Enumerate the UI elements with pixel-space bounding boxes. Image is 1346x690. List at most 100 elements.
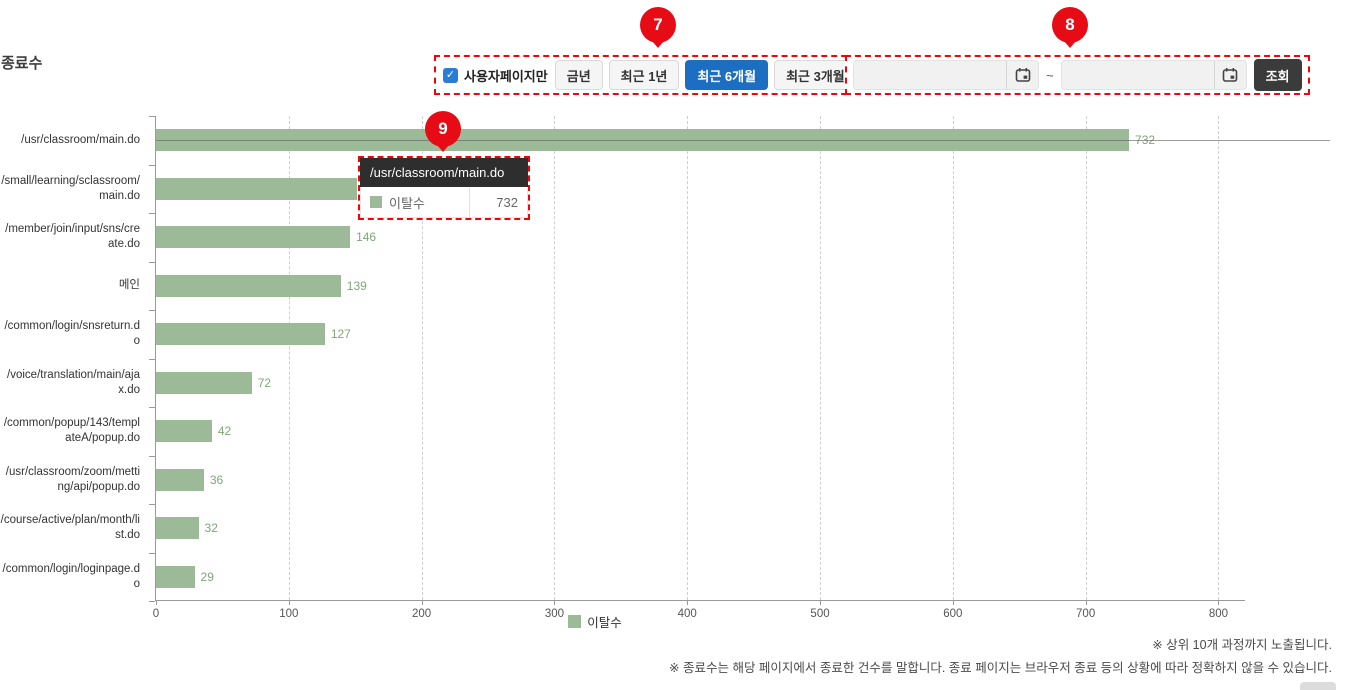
badge-number: 8 xyxy=(1065,15,1075,34)
bar-4[interactable] xyxy=(156,323,325,346)
x-axis-tick xyxy=(1218,600,1220,605)
bar-3[interactable] xyxy=(156,274,341,297)
x-axis-tick xyxy=(156,600,157,605)
x-axis-label: 700 xyxy=(1076,608,1096,620)
calendar-icon[interactable] xyxy=(1006,61,1038,89)
bar-1[interactable] xyxy=(156,177,357,200)
hover-crosshair-line xyxy=(156,140,1330,142)
bar-value-label: 29 xyxy=(200,569,214,584)
y-axis-tick xyxy=(149,164,155,166)
bar-9[interactable] xyxy=(156,565,195,588)
checkbox-checked-icon[interactable]: ✓ xyxy=(443,67,458,83)
gridline-100 xyxy=(288,116,290,600)
x-axis-tick xyxy=(554,600,556,605)
search-button[interactable]: 조회 xyxy=(1253,59,1302,91)
tooltip-title: /usr/classroom/main.do xyxy=(360,158,528,187)
bar-7[interactable] xyxy=(156,468,204,491)
period-button-row: 금년 최근 1년 최근 6개월 최근 3개월 xyxy=(554,60,857,90)
gridline-700 xyxy=(1085,116,1087,600)
bottom-right-partial-button[interactable] xyxy=(1300,682,1336,690)
category-label: /usr/classroom/zoom/metting/api/popup.do xyxy=(5,465,140,493)
y-axis-tick xyxy=(149,358,155,360)
category-label: /course/active/plan/month/list.do xyxy=(0,514,140,542)
user-pages-only-checkbox[interactable]: ✓ 사용자페이지만 xyxy=(443,66,548,85)
gridline-500 xyxy=(820,116,822,600)
bar-8[interactable] xyxy=(156,517,199,540)
date-range-group: ~ 조회 xyxy=(845,55,1310,95)
note-definition: ※ 종료수는 해당 페이지에서 종료한 건수를 말합니다. 종료 페이지는 브라… xyxy=(669,661,1332,675)
category-label: 메인 xyxy=(118,279,140,292)
note-top10: ※ 상위 10개 과정까지 노출됩니다. xyxy=(1152,638,1332,652)
bar-value-label: 127 xyxy=(330,327,351,342)
date-from-input[interactable] xyxy=(853,60,1039,90)
x-axis-tick xyxy=(1085,600,1087,605)
badge-number: 7 xyxy=(653,15,663,34)
exit-count-bar-chart: 0100200300400500600700800732151146139127… xyxy=(149,116,1330,620)
period-button-0[interactable]: 금년 xyxy=(554,60,603,90)
x-axis-tick xyxy=(952,600,954,605)
bar-value-label: 32 xyxy=(204,521,218,536)
y-axis-tick xyxy=(149,552,155,554)
chart-category-axis: /usr/classroom/main.do/small/learning/sc… xyxy=(0,116,148,601)
period-filter-group: ✓ 사용자페이지만 금년 최근 1년 최근 6개월 최근 3개월 xyxy=(434,55,867,95)
x-axis-tick xyxy=(421,600,423,605)
tooltip-series-marker-icon xyxy=(370,196,382,208)
badge-number: 9 xyxy=(438,119,448,138)
tooltip-body: 이탈수 732 xyxy=(360,187,528,218)
x-axis-tick xyxy=(687,600,689,605)
callout-badge-7: 7 xyxy=(640,7,676,43)
x-axis-tick xyxy=(288,600,290,605)
period-button-2[interactable]: 최근 6개월 xyxy=(685,60,769,90)
date-to-input[interactable] xyxy=(1060,60,1247,90)
tooltip-series-name: 이탈수 xyxy=(389,195,425,211)
chart-footnotes: ※ 상위 10개 과정까지 노출됩니다. ※ 종료수는 해당 페이지에서 종료한… xyxy=(669,634,1332,680)
gridline-300 xyxy=(554,116,556,600)
category-label: /common/login/snsreturn.do xyxy=(4,320,140,348)
bar-2[interactable] xyxy=(156,226,351,249)
gridline-800 xyxy=(1218,116,1220,600)
y-axis-tick xyxy=(149,310,155,311)
callout-badge-9: 9 xyxy=(425,111,461,147)
y-axis-tick xyxy=(149,116,155,117)
category-label: /common/popup/143/templateA/popup.do xyxy=(3,417,140,445)
bar-value-label: 139 xyxy=(346,278,367,293)
x-axis-label: 500 xyxy=(810,608,830,620)
gridline-400 xyxy=(687,116,689,600)
tooltip-value: 732 xyxy=(469,187,527,217)
x-axis-label: 100 xyxy=(279,608,299,620)
x-axis-label: 400 xyxy=(677,608,697,620)
y-axis-tick xyxy=(149,504,155,505)
category-label: /usr/classroom/main.do xyxy=(21,133,140,146)
bar-value-label: 146 xyxy=(356,230,377,245)
x-axis-tick xyxy=(820,600,822,605)
bar-5[interactable] xyxy=(156,371,252,394)
checkbox-label: 사용자페이지만 xyxy=(464,68,548,84)
chart-legend[interactable]: 이탈수 xyxy=(0,612,1190,631)
y-axis-tick xyxy=(149,407,155,408)
bar-6[interactable] xyxy=(156,420,212,443)
category-label: /small/learning/sclassroom/main.do xyxy=(1,174,140,202)
page-title: 종료수 xyxy=(1,55,43,72)
x-axis-label: 0 xyxy=(152,608,160,620)
x-axis-label: 200 xyxy=(412,608,432,620)
y-axis-tick xyxy=(149,455,155,457)
category-label: /voice/translation/main/ajax.do xyxy=(7,368,140,396)
gridline-600 xyxy=(952,116,954,600)
x-axis-label: 600 xyxy=(943,608,963,620)
x-axis-label: 800 xyxy=(1208,608,1229,620)
range-separator: ~ xyxy=(1046,67,1054,83)
y-axis-tick xyxy=(149,261,155,263)
period-button-1[interactable]: 최근 1년 xyxy=(608,60,680,90)
category-label: /member/join/input/sns/create.do xyxy=(5,223,140,251)
callout-badge-8: 8 xyxy=(1052,7,1088,43)
bar-value-label: 42 xyxy=(217,424,232,439)
y-axis-tick xyxy=(149,601,155,602)
calendar-icon[interactable] xyxy=(1213,61,1246,89)
chart-tooltip: /usr/classroom/main.do 이탈수 732 xyxy=(358,156,530,220)
y-axis-tick xyxy=(149,213,155,214)
gridline-200 xyxy=(421,116,423,600)
legend-marker-icon xyxy=(568,615,582,628)
x-axis-label: 300 xyxy=(544,608,564,620)
period-button-3[interactable]: 최근 3개월 xyxy=(774,60,857,90)
